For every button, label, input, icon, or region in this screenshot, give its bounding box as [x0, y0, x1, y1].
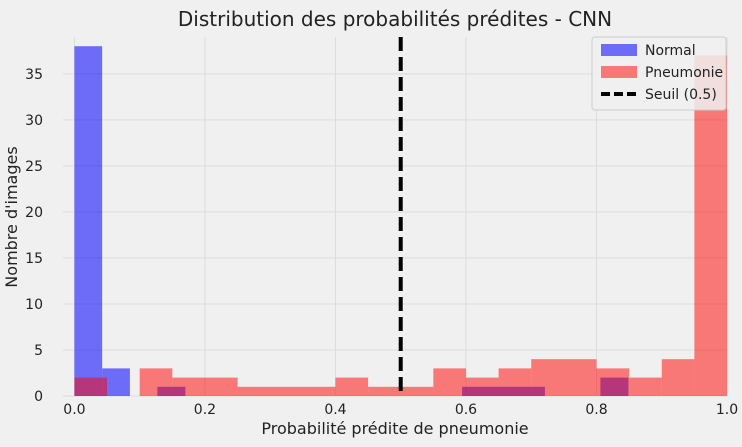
pneumonie-bar	[368, 386, 434, 396]
pneumonie-bar	[237, 386, 336, 396]
chart-title: Distribution des probabilités prédites -…	[178, 7, 612, 31]
x-tick-label: 0.0	[63, 402, 85, 418]
pneumonie-bar	[531, 359, 597, 396]
y-tick-label: 20	[25, 205, 43, 221]
legend: Normal Pneumonie Seuil (0.5)	[591, 36, 727, 111]
normal-legend-label: Normal	[645, 43, 696, 59]
x-tick-label: 1.0	[716, 402, 738, 418]
x-tick-label: 0.4	[324, 402, 346, 418]
pneumonie-legend-label: Pneumonie	[645, 65, 723, 81]
pneumonie-bar	[661, 359, 695, 396]
x-tick-label: 0.8	[585, 402, 607, 418]
pneumonie-bar	[694, 55, 727, 397]
pneumonie-bar	[498, 368, 532, 396]
pneumonie-bar	[139, 368, 173, 396]
x-tick-label: 0.6	[455, 402, 477, 418]
pneumonie-bar	[172, 377, 238, 396]
threshold-legend-label: Seuil (0.5)	[645, 87, 717, 103]
pneumonie-bar	[335, 377, 369, 396]
pneumonie-legend-swatch	[601, 66, 637, 78]
y-tick-label: 30	[25, 113, 43, 129]
normal-legend-swatch	[601, 44, 637, 56]
pneumonie-bar	[465, 377, 499, 396]
y-tick-label: 0	[34, 389, 43, 405]
y-tick-label: 35	[25, 67, 43, 83]
pneumonie-bar	[596, 368, 630, 396]
pneumonie-bar	[74, 377, 108, 396]
normal-bar	[74, 46, 103, 396]
pneumonie-bar	[629, 377, 662, 396]
y-tick-label: 15	[25, 251, 43, 267]
x-tick-label: 0.2	[194, 402, 216, 418]
plot-area: 0.0 0.2 0.4 0.6 0.8 1.0 0 5 10 15 20 25 30 35	[25, 37, 738, 418]
x-axis-label: Probabilité prédite de pneumonie	[261, 419, 528, 438]
y-tick-label: 25	[25, 159, 43, 175]
y-tick-label: 10	[25, 297, 43, 313]
y-axis-label: Nombre d'images	[2, 146, 21, 287]
y-tick-label: 5	[34, 343, 43, 359]
pneumonie-bar	[433, 368, 466, 396]
